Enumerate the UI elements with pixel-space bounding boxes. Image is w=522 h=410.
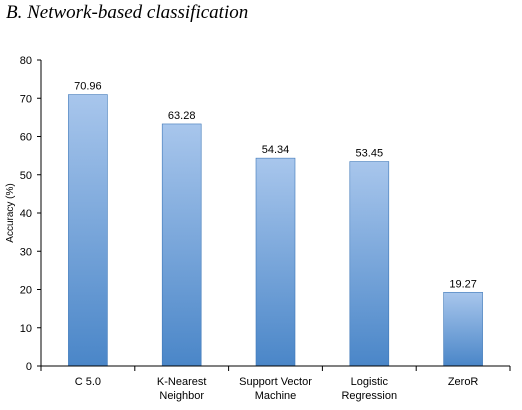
- bar-value-label: 53.45: [356, 148, 384, 160]
- bar: [161, 123, 202, 367]
- x-tick-label: Regression: [341, 390, 397, 402]
- y-tick-label: 30: [20, 246, 32, 258]
- x-tick-label: K-Nearest: [157, 376, 207, 388]
- bar: [255, 157, 296, 367]
- y-tick-label: 60: [20, 132, 32, 144]
- x-tick-label: Neighbor: [159, 390, 204, 402]
- x-axis: C 5.0 K-Nearest Neighbor Support Vector Mach…: [40, 365, 511, 402]
- y-tick-label: 0: [26, 361, 32, 373]
- y-axis: 0 10 20 30 40 50 60 70 80: [20, 55, 42, 373]
- y-tick-label: 40: [20, 208, 32, 220]
- bar-value-label: 63.28: [168, 110, 196, 122]
- bars: 70.96 63.28 54.34 53.45 19.27: [68, 81, 483, 367]
- bar: [349, 161, 390, 367]
- y-tick-label: 10: [20, 323, 32, 335]
- y-tick-label: 70: [20, 93, 32, 105]
- x-tick-label: Machine: [255, 390, 297, 402]
- bar-value-label: 70.96: [74, 81, 102, 93]
- x-tick-label: ZeroR: [448, 376, 479, 388]
- bar-value-label: 54.34: [262, 144, 290, 156]
- chart-title: B. Network-based classification: [6, 2, 249, 23]
- bar: [443, 291, 483, 367]
- x-tick-label: Support Vector: [239, 376, 312, 388]
- y-tick-label: 20: [20, 285, 32, 297]
- y-tick-label: 80: [20, 55, 32, 67]
- bar-value-label: 19.27: [449, 278, 477, 290]
- x-tick-label: C 5.0: [75, 376, 101, 388]
- y-tick-label: 50: [20, 170, 32, 182]
- x-tick-label: Logistic: [351, 376, 389, 388]
- bar: [68, 94, 108, 367]
- y-axis-title: Accuracy (%): [5, 183, 16, 242]
